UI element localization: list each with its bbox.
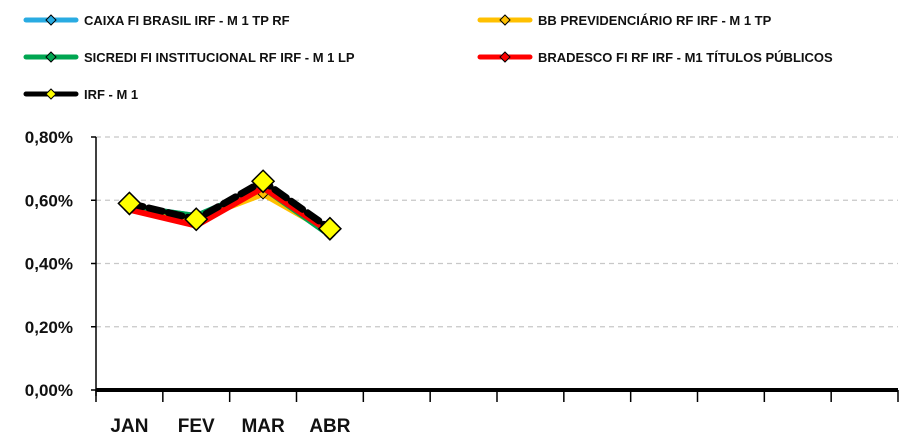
y-tick-label: 0,20% — [25, 318, 73, 337]
legend-item: IRF - M 1 — [23, 87, 138, 102]
data-point — [251, 169, 276, 194]
legend: CAIXA FI BRASIL IRF - M 1 TP RF BB PREVID… — [23, 13, 833, 102]
y-tick-label: 0,80% — [25, 128, 73, 147]
legend-label: IRF - M 1 — [84, 87, 138, 102]
legend-label: BRADESCO FI RF IRF - M1 TÍTULOS PÚBLICOS — [538, 50, 833, 65]
data-point — [117, 191, 142, 216]
legend-marker-diamond — [499, 51, 511, 63]
legend-label: CAIXA FI BRASIL IRF - M 1 TP RF — [84, 13, 290, 28]
y-tick-label: 0,40% — [25, 255, 73, 274]
legend-item: BRADESCO FI RF IRF - M1 TÍTULOS PÚBLICOS — [477, 50, 833, 65]
tick-labels: 0,00% 0,20% 0,40% 0,60% 0,80% JAN FEV MAR ABR — [25, 128, 351, 435]
legend-marker-diamond — [45, 88, 57, 100]
x-tick-label: MAR — [241, 416, 285, 435]
series-group — [117, 169, 342, 241]
grid — [96, 136, 898, 328]
legend-label: BB PREVIDENCIÁRIO RF IRF - M 1 TP — [538, 13, 772, 28]
legend-marker-diamond — [45, 51, 57, 63]
x-tick-label: FEV — [178, 416, 215, 435]
legend-item: BB PREVIDENCIÁRIO RF IRF - M 1 TP — [477, 13, 772, 28]
legend-item: CAIXA FI BRASIL IRF - M 1 TP RF — [23, 13, 290, 28]
legend-label: SICREDI FI INSTITUCIONAL RF IRF - M 1 LP — [84, 50, 355, 65]
series-line — [125, 177, 334, 233]
y-tick-label: 0,00% — [25, 381, 73, 400]
x-tick-label: ABR — [309, 416, 350, 435]
legend-marker-diamond — [45, 14, 57, 26]
x-tick-label: JAN — [110, 416, 148, 435]
series — [117, 169, 342, 241]
data-point — [317, 216, 342, 241]
series-line — [126, 184, 333, 235]
y-tick-label: 0,60% — [25, 191, 73, 210]
data-point — [184, 207, 209, 232]
legend-item: SICREDI FI INSTITUCIONAL RF IRF - M 1 LP — [23, 50, 355, 65]
axes — [91, 136, 899, 402]
legend-marker-diamond — [499, 14, 511, 26]
